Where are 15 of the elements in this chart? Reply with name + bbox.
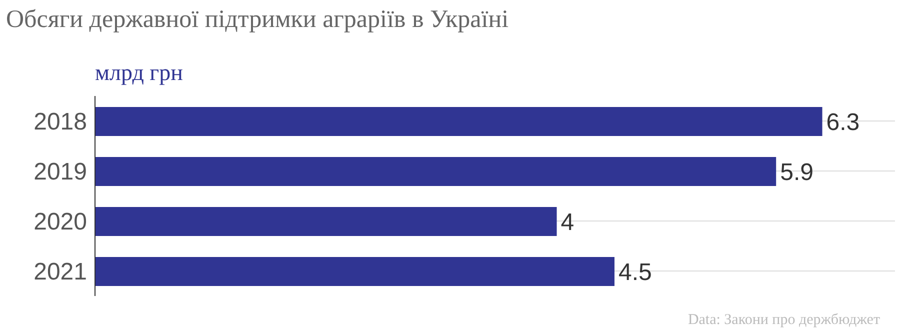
bar — [95, 107, 822, 136]
y-tick-label: 2018 — [34, 108, 87, 136]
bar — [95, 157, 776, 186]
chart-title: Обсяги державної підтримки аграріїв в Україні — [6, 6, 509, 34]
data-label: 5.9 — [780, 159, 814, 186]
bar — [95, 207, 557, 236]
text: Data: Закони про держбюджет — [688, 312, 880, 329]
y-tick-label: 2019 — [34, 158, 87, 186]
y-tick-label: 2021 — [34, 258, 87, 286]
data-label: 4 — [560, 209, 574, 236]
data-label: 4.5 — [618, 259, 652, 286]
bar — [95, 257, 614, 286]
data-label: 6.3 — [826, 109, 860, 136]
chart-subtitle: млрд грн — [95, 60, 183, 86]
y-tick-label: 2020 — [34, 208, 87, 236]
